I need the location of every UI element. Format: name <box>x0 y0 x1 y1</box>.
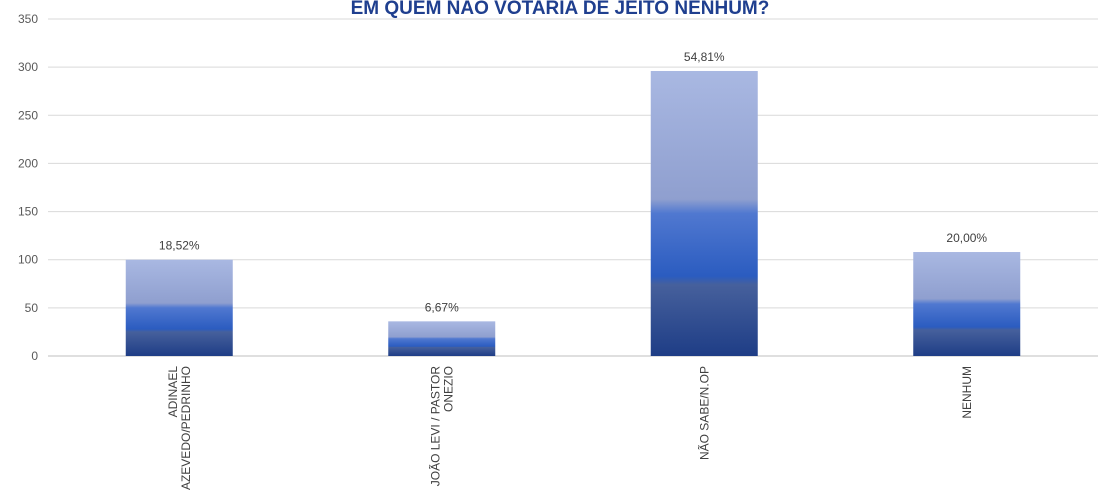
bar <box>125 259 233 356</box>
y-tick-label: 50 <box>25 301 39 315</box>
category-label-line: AZEVEDO/PEDRINHO <box>179 366 193 490</box>
category-label: JOÃO LEVI / PASTOR ONEZIO <box>428 366 455 487</box>
y-tick-label: 0 <box>31 349 38 363</box>
bar <box>388 321 496 356</box>
category-label: NENHUM <box>960 366 974 419</box>
y-tick-label: 200 <box>18 156 38 170</box>
category-label-line: ONEZIO <box>441 366 455 412</box>
y-tick-label: 300 <box>18 60 38 74</box>
category-label-line: NENHUM <box>960 366 974 419</box>
category-label: NÃO SABE/N.OP <box>697 366 711 460</box>
chart-title: EM QUEM NÃO VOTARIA DE JEITO NENHUM? <box>351 0 770 19</box>
data-label: 20,00% <box>946 231 987 245</box>
bar <box>650 70 758 356</box>
category-label: ADINAEL AZEVEDO/PEDRINHO <box>166 366 193 490</box>
category-label-line: JOÃO LEVI / PASTOR <box>428 366 442 487</box>
data-label: 18,52% <box>159 239 200 253</box>
y-tick-label: 350 <box>18 12 38 26</box>
data-label: 54,81% <box>684 50 725 64</box>
category-label-line: ADINAEL <box>166 366 180 418</box>
bar <box>913 252 1021 356</box>
category-label-line: NÃO SABE/N.OP <box>697 366 711 460</box>
data-label: 6,67% <box>425 300 459 314</box>
y-tick-label: 250 <box>18 108 38 122</box>
y-tick-label: 150 <box>18 205 38 219</box>
y-tick-label: 100 <box>18 253 38 267</box>
